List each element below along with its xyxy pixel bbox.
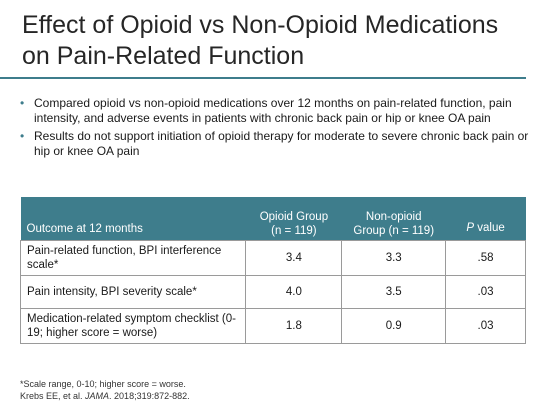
cell-pvalue: .58 xyxy=(445,240,526,276)
cell-pvalue: .03 xyxy=(445,308,526,344)
header-opioid-line1: Opioid Group xyxy=(259,211,329,223)
header-nonopioid-line1: Non-opioid xyxy=(365,211,422,223)
citation-details: . 2018;319:872-882. xyxy=(109,391,190,401)
header-nonopioid: Non-opioid Group (n = 119) xyxy=(341,197,446,241)
table-row: Pain intensity, BPI severity scale* 4.0 … xyxy=(19,275,526,309)
cell-nonopioid: 3.5 xyxy=(341,275,447,309)
cell-nonopioid: 0.9 xyxy=(341,308,447,344)
footnote-citation: Krebs EE, et al. JAMA. 2018;319:872-882. xyxy=(20,390,190,402)
cell-opioid: 1.8 xyxy=(245,308,343,344)
bullet-icon: • xyxy=(20,129,25,143)
citation-authors: Krebs EE, et al. xyxy=(20,391,86,401)
bullet-list: • Compared opioid vs non-opioid medicati… xyxy=(20,96,530,162)
outcomes-table: Outcome at 12 months Opioid Group (n = 1… xyxy=(19,197,526,344)
header-opioid: Opioid Group (n = 119) xyxy=(245,197,342,241)
bullet-item: • Compared opioid vs non-opioid medicati… xyxy=(20,96,530,126)
footnote: *Scale range, 0-10; higher score = worse… xyxy=(20,378,190,402)
bullet-icon: • xyxy=(20,96,25,110)
header-opioid-line2: (n = 119) xyxy=(271,225,317,237)
bullet-text: Results do not support initiation of opi… xyxy=(34,129,529,158)
table-row: Pain-related function, BPI interference … xyxy=(19,240,526,276)
bullet-text: Compared opioid vs non-opioid medication… xyxy=(34,96,512,125)
header-outcome: Outcome at 12 months xyxy=(20,197,246,241)
footnote-scale: *Scale range, 0-10; higher score = worse… xyxy=(20,379,186,389)
header-p-italic: P xyxy=(466,222,475,234)
cell-outcome: Pain intensity, BPI severity scale* xyxy=(19,275,247,309)
citation-journal: JAMA xyxy=(85,391,110,401)
table-row: Medication-related symptom checklist (0-… xyxy=(19,308,526,344)
cell-outcome: Pain-related function, BPI interference … xyxy=(19,240,247,276)
cell-nonopioid: 3.3 xyxy=(341,240,447,276)
cell-opioid: 3.4 xyxy=(245,240,343,276)
header-nonopioid-line2: Group (n = 119) xyxy=(353,225,435,237)
cell-outcome: Medication-related symptom checklist (0-… xyxy=(19,308,247,344)
cell-opioid: 4.0 xyxy=(245,275,343,309)
header-pvalue: P value xyxy=(445,197,526,241)
cell-pvalue: .03 xyxy=(445,275,526,309)
table-header-row: Outcome at 12 months Opioid Group (n = 1… xyxy=(20,197,526,241)
bullet-item: • Results do not support initiation of o… xyxy=(20,129,530,159)
title-divider xyxy=(0,77,526,79)
header-p-rest: value xyxy=(474,222,505,234)
slide-title: Effect of Opioid vs Non-Opioid Medicatio… xyxy=(22,11,499,70)
